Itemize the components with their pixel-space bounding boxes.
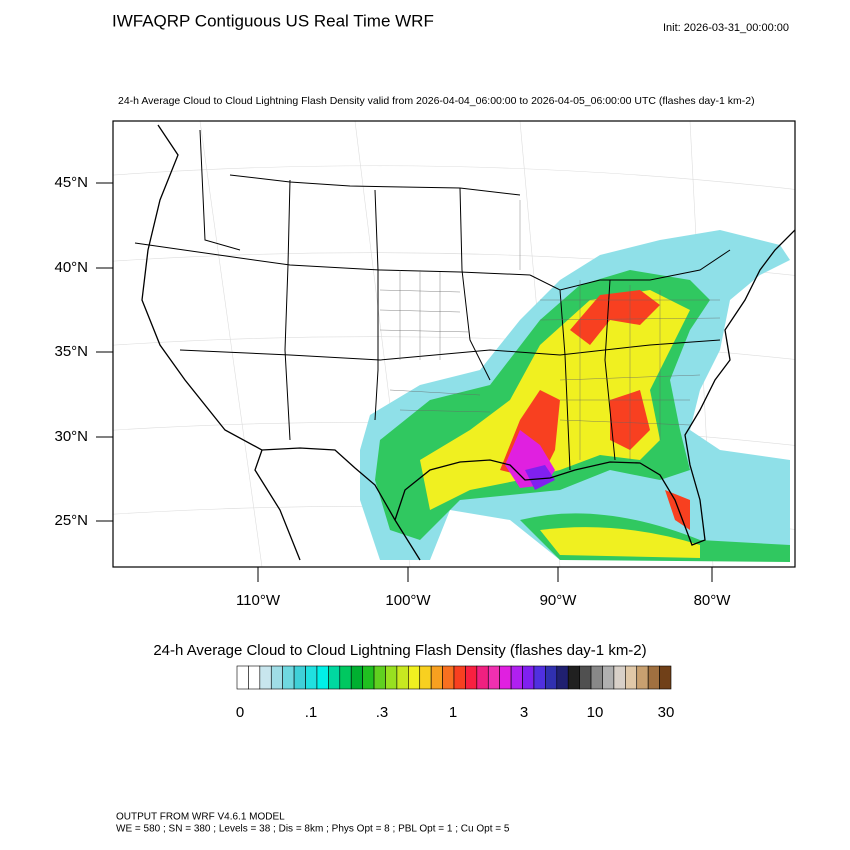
colorbar-swatch (350, 665, 363, 690)
colorbar-swatch (476, 665, 489, 690)
lat-label: 30°N (54, 428, 88, 445)
colorbar-label: 3 (520, 704, 528, 721)
colorbar-swatch (499, 665, 512, 690)
colorbar-swatch (510, 665, 523, 690)
map-frame (112, 120, 796, 568)
colorbar-swatch (636, 665, 649, 690)
footer-line: WE = 580 ; SN = 380 ; Levels = 38 ; Dis … (116, 824, 510, 835)
title: IWFAQRP Contiguous US Real Time WRF (112, 11, 434, 30)
colorbar-swatch (545, 665, 558, 690)
colorbar-swatch (270, 665, 283, 690)
colorbar-swatch (453, 665, 466, 690)
colorbar-swatch (465, 665, 478, 690)
lon-label: 80°W (694, 592, 732, 609)
lon-label: 100°W (385, 592, 431, 609)
coastline (141, 124, 795, 561)
colorbar-swatch (293, 665, 306, 690)
colorbar-swatch (385, 665, 398, 690)
lightning-field (360, 230, 790, 562)
colorbar-swatch (419, 665, 432, 690)
colorbar-label: 0 (236, 704, 244, 721)
county-borders (379, 200, 721, 460)
colorbar-title: 24-h Average Cloud to Cloud Lightning Fl… (153, 642, 646, 659)
colorbar-swatch (236, 665, 249, 690)
colorbar-swatch (613, 665, 626, 690)
colorbar-label: .3 (376, 704, 389, 721)
colorbar-swatch (396, 665, 409, 690)
colorbar-swatch (590, 665, 603, 690)
colorbar-swatch (248, 665, 261, 690)
colorbar-swatch (430, 665, 443, 690)
colorbar-swatch (647, 665, 660, 690)
colorbar-swatch (282, 665, 295, 690)
map-subtitle: 24-h Average Cloud to Cloud Lightning Fl… (118, 95, 755, 107)
lon-label: 110°W (236, 592, 281, 609)
lat-label: 45°N (54, 174, 88, 191)
colorbar-swatch (579, 665, 592, 690)
footer-line: OUTPUT FROM WRF V4.6.1 MODEL (116, 812, 285, 823)
colorbar-label: 30 (658, 704, 675, 721)
colorbar-label: 1 (449, 704, 457, 721)
colorbar-swatch (373, 665, 386, 690)
colorbar-swatch (328, 665, 341, 690)
colorbar-swatch (305, 665, 318, 690)
lat-label: 35°N (54, 343, 88, 360)
state-borders (134, 129, 731, 471)
lat-label: 25°N (54, 512, 88, 529)
colorbar-swatch (533, 665, 546, 690)
colorbar-swatch (442, 665, 455, 690)
lat-label: 40°N (54, 259, 88, 276)
colorbar-swatch (522, 665, 535, 690)
colorbar-swatch (487, 665, 500, 690)
map-content (113, 121, 795, 567)
colorbar-swatch (567, 665, 580, 690)
map (112, 120, 796, 568)
init-time: Init: 2026-03-31_00:00:00 (663, 22, 789, 34)
colorbar-swatch (339, 665, 352, 690)
colorbar-label: .1 (305, 704, 318, 721)
colorbar-swatch (602, 665, 615, 690)
colorbar-label: 10 (587, 704, 604, 721)
colorbar-swatch (625, 665, 638, 690)
colorbar-swatch (408, 665, 421, 690)
colorbar-swatch (259, 665, 272, 690)
colorbar-swatch (659, 665, 672, 690)
colorbar-swatch (556, 665, 569, 690)
colorbar-swatch (316, 665, 329, 690)
colorbar-swatch (362, 665, 375, 690)
lon-label: 90°W (540, 592, 578, 609)
